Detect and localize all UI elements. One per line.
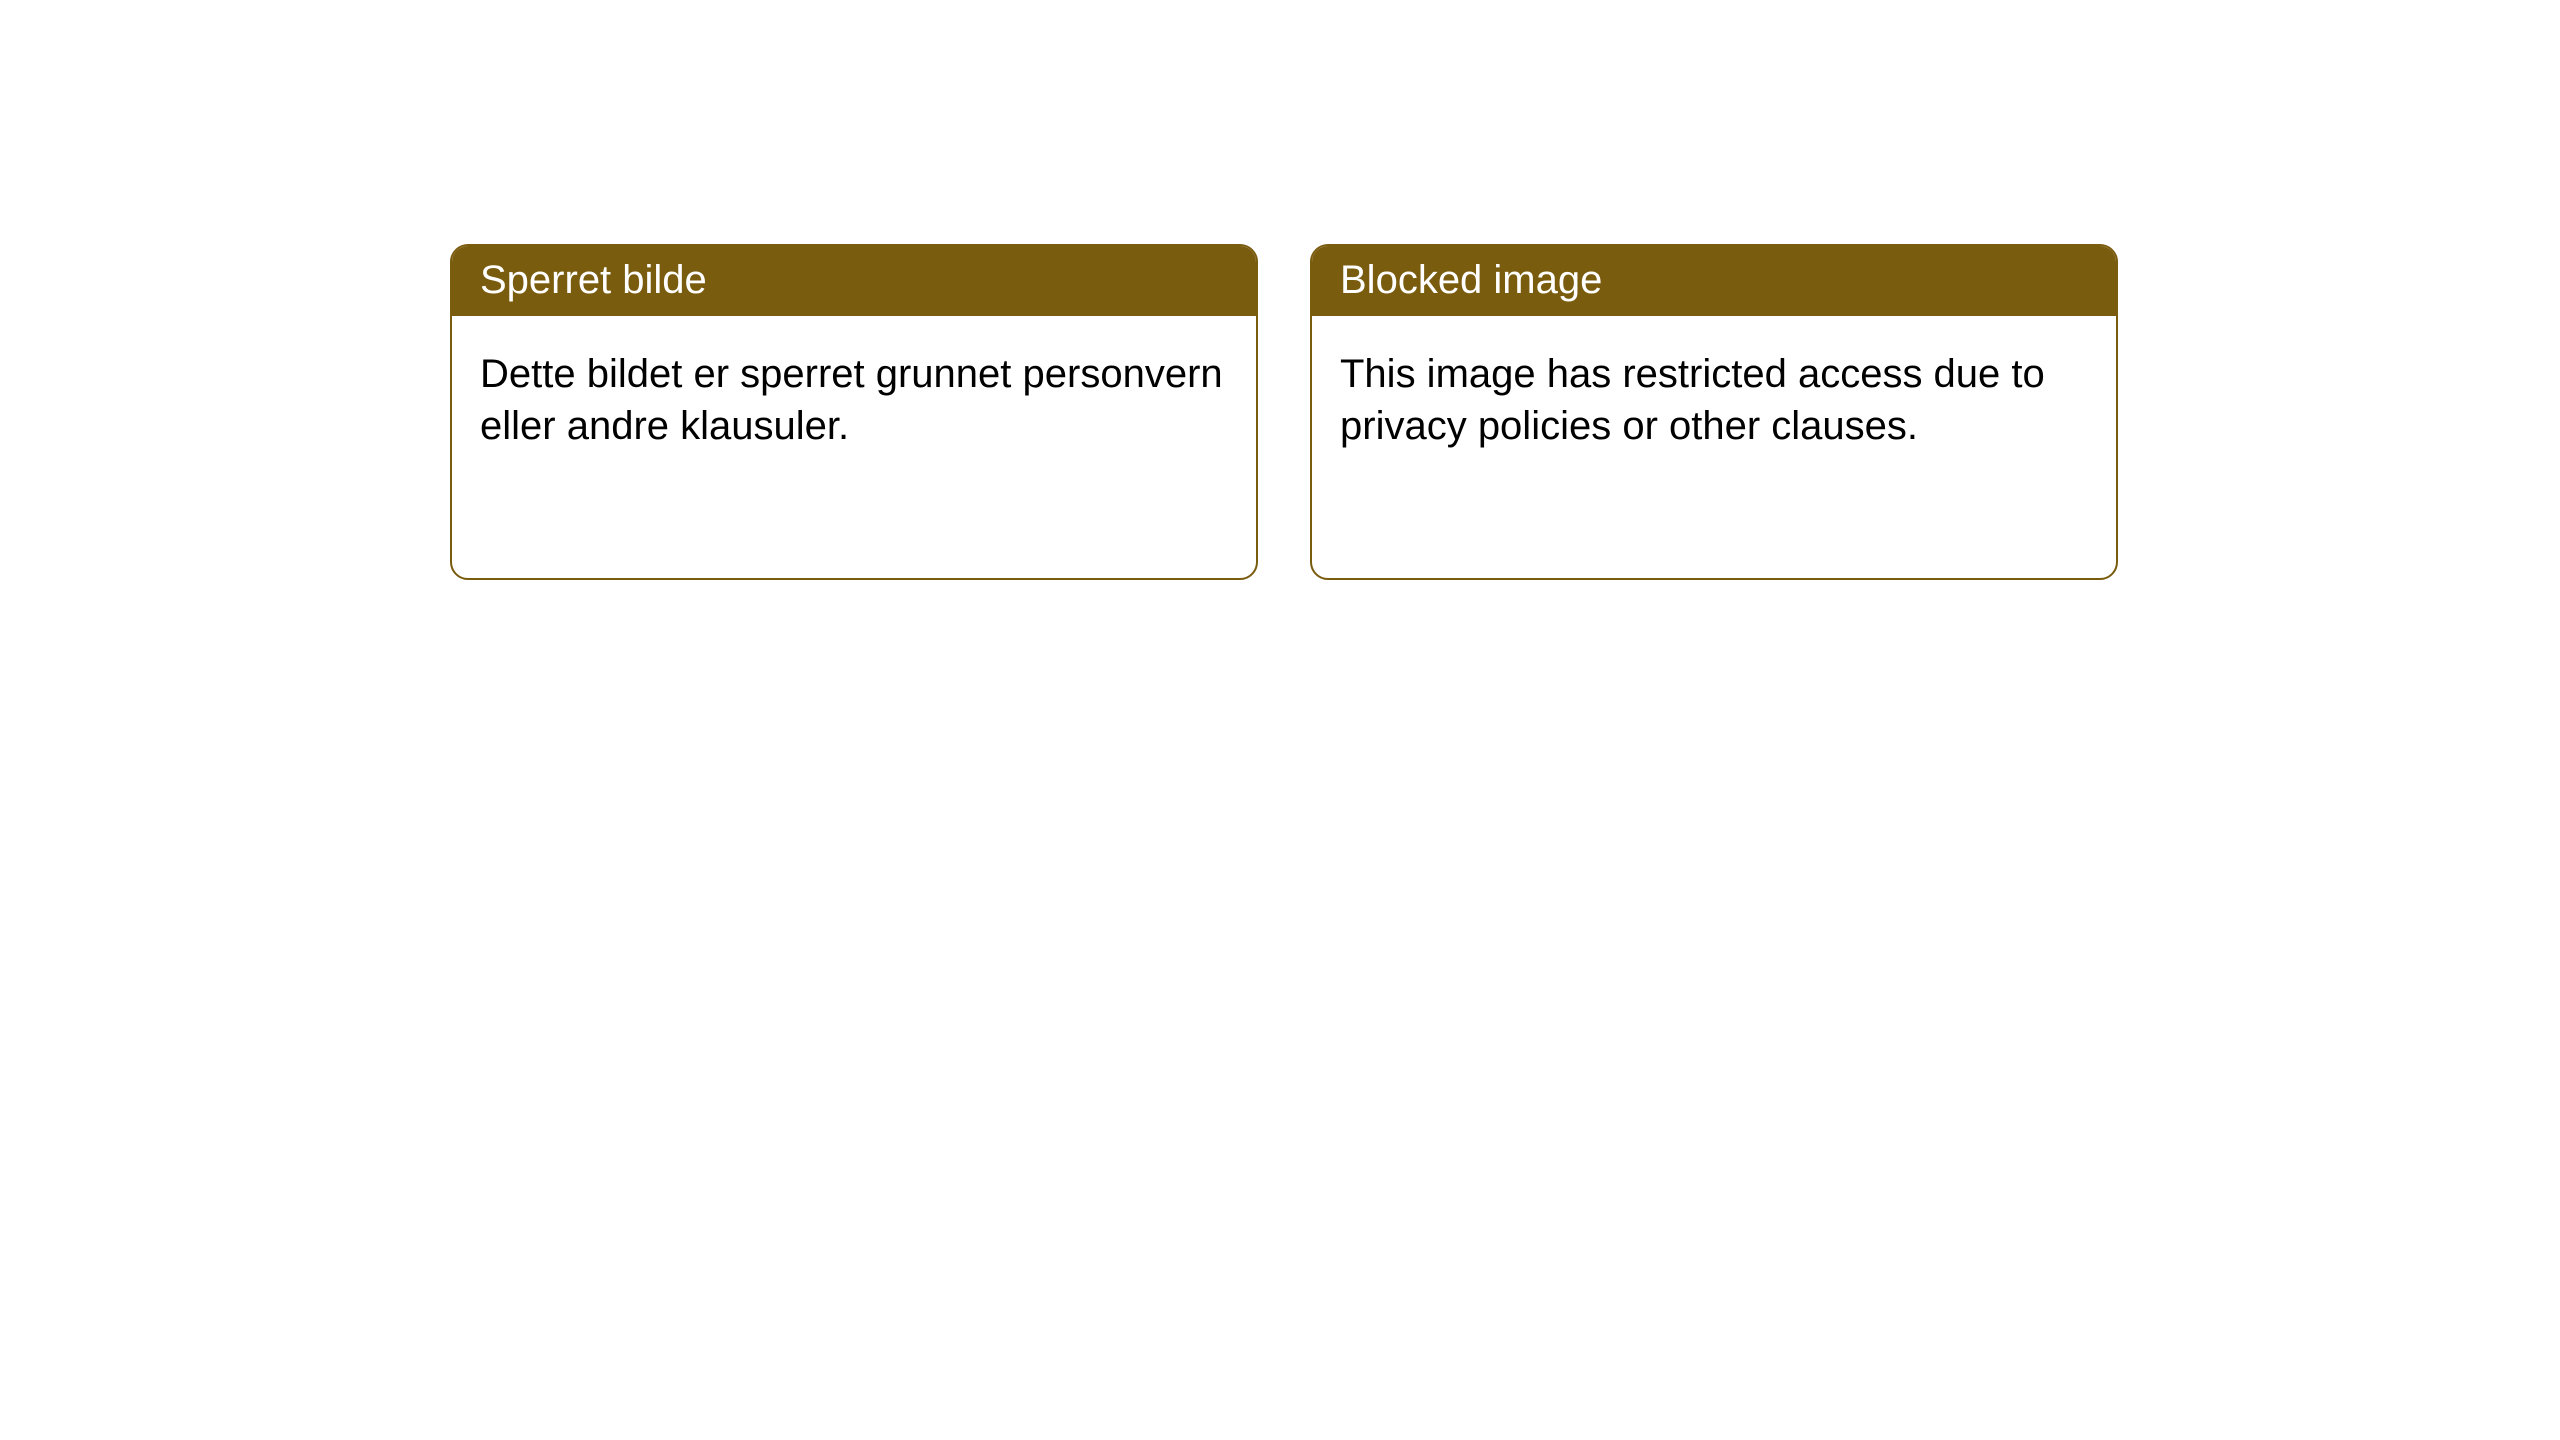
card-body: Dette bildet er sperret grunnet personve… [452, 316, 1256, 484]
notice-container: Sperret bilde Dette bildet er sperret gr… [0, 0, 2560, 580]
card-header: Sperret bilde [452, 246, 1256, 316]
card-body-text: This image has restricted access due to … [1340, 352, 2045, 448]
card-title: Sperret bilde [480, 258, 707, 302]
card-body: This image has restricted access due to … [1312, 316, 2116, 484]
card-title: Blocked image [1340, 258, 1602, 302]
card-header: Blocked image [1312, 246, 2116, 316]
notice-card-english: Blocked image This image has restricted … [1310, 244, 2118, 580]
notice-card-norwegian: Sperret bilde Dette bildet er sperret gr… [450, 244, 1258, 580]
card-body-text: Dette bildet er sperret grunnet personve… [480, 352, 1223, 448]
